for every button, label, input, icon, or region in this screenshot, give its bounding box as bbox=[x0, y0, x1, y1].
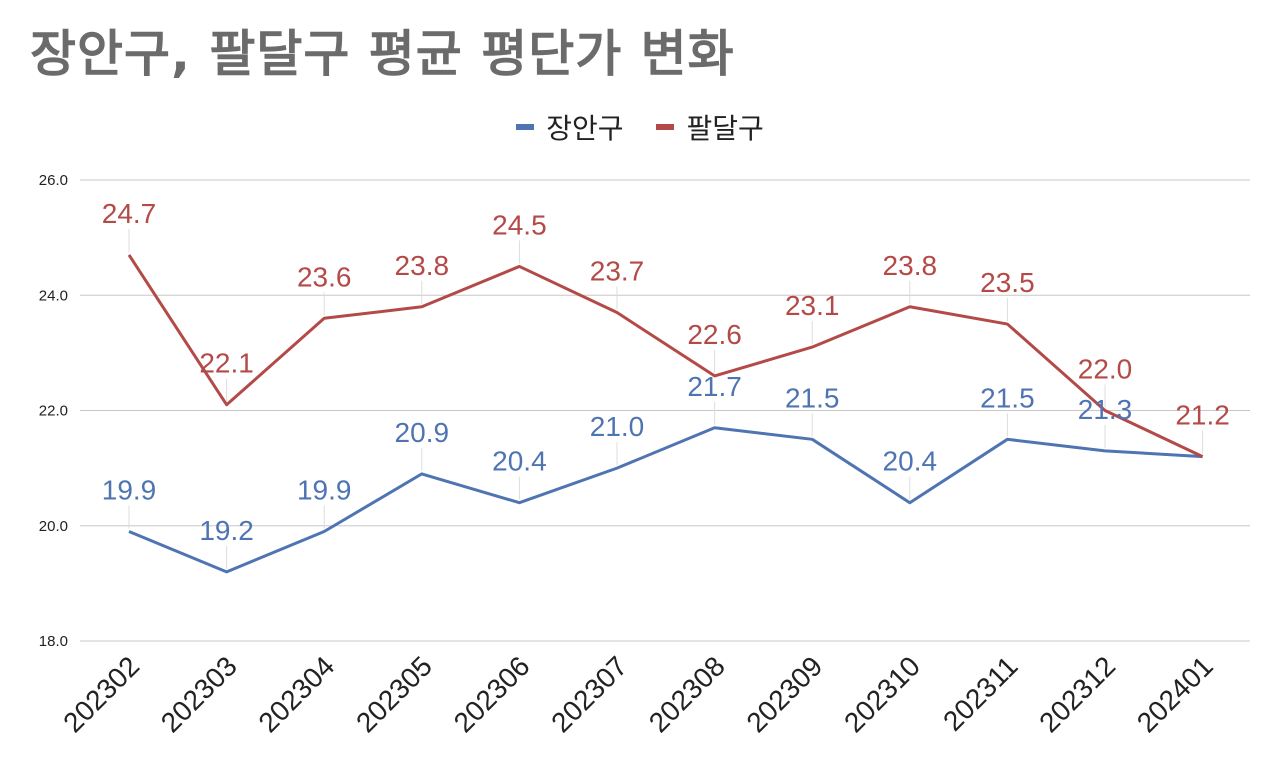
legend-item-paldalgu: 팔달구 bbox=[656, 107, 764, 147]
x-tick-label: 202307 bbox=[545, 650, 633, 738]
data-label: 23.8 bbox=[883, 250, 938, 281]
data-label: 21.5 bbox=[785, 382, 840, 413]
data-label: 19.2 bbox=[199, 515, 254, 546]
y-tick-label: 26.0 bbox=[39, 172, 68, 189]
data-label: 23.8 bbox=[395, 250, 450, 281]
x-tick-label: 202305 bbox=[350, 650, 438, 738]
data-label: 24.7 bbox=[102, 198, 157, 229]
data-label: 20.4 bbox=[883, 446, 938, 477]
y-tick-label: 20.0 bbox=[39, 518, 68, 535]
legend: 장안구 팔달구 bbox=[0, 104, 1280, 147]
x-tick-label: 202304 bbox=[252, 650, 340, 738]
x-tick-label: 202311 bbox=[937, 650, 1024, 737]
series-line-1 bbox=[127, 254, 1204, 458]
data-label: 21.5 bbox=[980, 382, 1035, 413]
legend-swatch-paldalgu bbox=[656, 124, 675, 130]
data-label: 20.4 bbox=[492, 446, 547, 477]
y-tick-label: 22.0 bbox=[39, 403, 68, 420]
x-tick-label: 202303 bbox=[155, 650, 243, 738]
data-label: 24.5 bbox=[492, 209, 547, 240]
x-tick-label: 202312 bbox=[1033, 650, 1121, 738]
x-tick-label: 202302 bbox=[57, 650, 145, 738]
y-tick-label: 24.0 bbox=[39, 287, 68, 304]
data-label: 21.0 bbox=[590, 411, 645, 442]
data-label: 19.9 bbox=[102, 475, 157, 506]
x-tick-label: 202308 bbox=[643, 650, 731, 738]
data-label: 22.6 bbox=[687, 319, 742, 350]
legend-swatch-janganu bbox=[516, 124, 535, 130]
chart-title: 장안구, 팔달구 평균 평단가 변화 bbox=[30, 25, 735, 83]
data-label: 20.9 bbox=[395, 417, 450, 448]
data-label: 19.9 bbox=[297, 475, 352, 506]
data-label: 22.0 bbox=[1078, 354, 1133, 385]
data-label: 21.7 bbox=[687, 371, 742, 402]
x-tick-label: 202306 bbox=[448, 650, 536, 738]
data-label: 23.7 bbox=[590, 256, 645, 287]
data-label: 23.6 bbox=[297, 261, 352, 292]
data-label: 22.1 bbox=[199, 348, 254, 379]
data-label: 23.1 bbox=[785, 290, 840, 321]
legend-item-janganu: 장안구 bbox=[516, 107, 624, 147]
data-label: 23.5 bbox=[980, 267, 1035, 298]
y-tick-label: 18.0 bbox=[39, 633, 68, 650]
x-tick-label: 202401 bbox=[1131, 650, 1219, 738]
x-tick-label: 202309 bbox=[740, 650, 828, 738]
series-line-0 bbox=[128, 426, 1203, 574]
legend-label-paldalgu: 팔달구 bbox=[686, 112, 764, 145]
x-tick-label: 202310 bbox=[838, 650, 926, 738]
data-label: 21.2 bbox=[1175, 400, 1230, 431]
legend-label-janganu: 장안구 bbox=[546, 112, 624, 145]
